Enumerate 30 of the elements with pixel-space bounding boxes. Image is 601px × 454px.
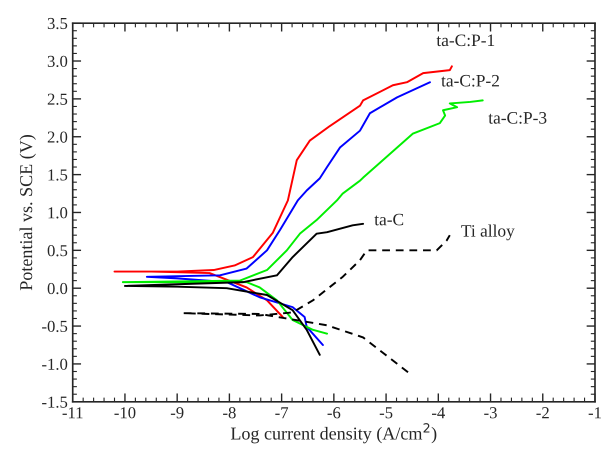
y-tick-label: 0.5	[48, 245, 68, 256]
series-label: ta-C:P-3	[488, 112, 546, 124]
y-tick-label: -1.0	[42, 358, 68, 370]
x-tick-label: -9	[170, 407, 184, 418]
y-tick-label: 3.0	[48, 56, 68, 68]
series-label: Ti alloy	[461, 224, 515, 240]
x-tick-label: -7	[275, 407, 288, 418]
y-tick-label: 2.5	[48, 94, 68, 105]
series-label: ta-C:P-1	[436, 34, 494, 46]
series-label: ta-C:P-2	[441, 74, 499, 87]
x-tick-label: -4	[432, 407, 445, 418]
y-axis-title: Potential vs. SCE (V)	[20, 135, 36, 290]
x-axis-title: Log current density (A/cm$^{2}$)	[230, 423, 436, 444]
x-tick-label: -1	[588, 407, 601, 418]
x-tick-label: -5	[380, 407, 392, 418]
y-tick-label: 3.5	[48, 18, 68, 30]
y-tick-label: 0.0	[48, 282, 68, 294]
x-tick-label: -11	[62, 407, 83, 418]
x-tick-label: -6	[328, 407, 340, 418]
y-tick-label: 2.0	[48, 131, 68, 143]
line-series	[146, 81, 431, 346]
y-tick-label: 1.5	[48, 169, 68, 181]
x-tick-label: -3	[484, 407, 497, 418]
y-tick-label: -0.5	[42, 320, 68, 332]
y-tick-label: -1.5	[42, 396, 68, 408]
x-tick-label: -8	[223, 407, 236, 418]
series-label: ta-C	[374, 214, 404, 226]
y-tick-label: 1.0	[48, 207, 68, 218]
x-tick-label: -2	[536, 407, 549, 418]
x-tick-label: -10	[114, 407, 136, 418]
